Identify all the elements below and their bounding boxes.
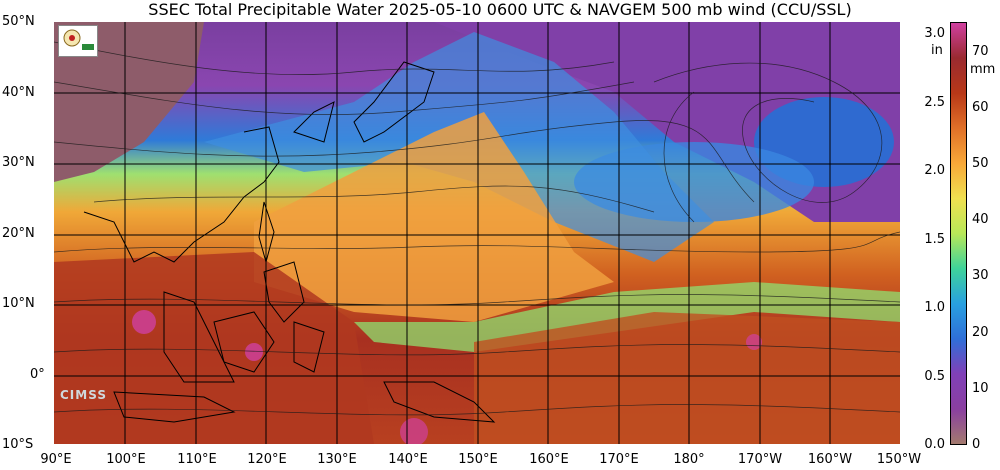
lon-label-170e: 170°E bbox=[599, 452, 639, 467]
lon-label-180: 180° bbox=[673, 452, 705, 467]
colorbar-mm-tick: 40 bbox=[972, 212, 989, 227]
colorbar-mm-tick: 50 bbox=[972, 156, 989, 171]
lon-label-110e: 110°E bbox=[177, 452, 217, 467]
lon-label-120e: 120°E bbox=[247, 452, 287, 467]
colorbar-in-unit: in bbox=[931, 43, 943, 58]
lat-label-10s: 10°S bbox=[2, 437, 34, 452]
colorbar bbox=[950, 22, 967, 445]
cimss-logo: CIMSS bbox=[60, 388, 107, 402]
lat-label-30n: 30°N bbox=[2, 155, 35, 170]
lon-label-150w: 150°W bbox=[876, 452, 922, 467]
lon-label-150e: 150°E bbox=[458, 452, 498, 467]
lat-label-50n: 50°N bbox=[2, 14, 35, 29]
ssec-logo bbox=[58, 25, 98, 57]
colorbar-mm-tick: 30 bbox=[972, 268, 989, 283]
colorbar-in-tick: 0.5 bbox=[924, 369, 945, 384]
tpw-map bbox=[54, 22, 900, 444]
colorbar-in-tick: 2.5 bbox=[924, 95, 945, 110]
lon-label-130e: 130°E bbox=[317, 452, 357, 467]
lon-label-160e: 160°E bbox=[529, 452, 569, 467]
chart-title: SSEC Total Precipitable Water 2025-05-10… bbox=[148, 0, 852, 19]
colorbar-mm-tick: 0 bbox=[972, 437, 981, 452]
lat-label-0: 0° bbox=[30, 367, 45, 382]
colorbar-in-tick: 1.5 bbox=[924, 232, 945, 247]
lat-label-10n: 10°N bbox=[2, 296, 35, 311]
lat-label-20n: 20°N bbox=[2, 226, 35, 241]
colorbar-mm-tick: 70 bbox=[972, 44, 989, 59]
lon-label-140e: 140°E bbox=[388, 452, 428, 467]
wind-streamlines bbox=[54, 41, 900, 416]
colorbar-mm-tick: 20 bbox=[972, 325, 989, 340]
colorbar-mm-unit: mm bbox=[970, 62, 996, 77]
lon-label-160w: 160°W bbox=[807, 452, 853, 467]
colorbar-in-tick: 0.0 bbox=[924, 437, 945, 452]
lon-label-170w: 170°W bbox=[737, 452, 783, 467]
lon-label-100e: 100°E bbox=[106, 452, 146, 467]
gridlines bbox=[54, 22, 900, 444]
colorbar-in-tick: 2.0 bbox=[924, 163, 945, 178]
colorbar-mm-tick: 60 bbox=[972, 100, 989, 115]
colorbar-in-tick: 3.0 bbox=[924, 26, 945, 41]
lat-label-40n: 40°N bbox=[2, 85, 35, 100]
colorbar-mm-tick: 10 bbox=[972, 381, 989, 396]
colorbar-in-tick: 1.0 bbox=[924, 300, 945, 315]
lon-label-90e: 90°E bbox=[40, 452, 72, 467]
